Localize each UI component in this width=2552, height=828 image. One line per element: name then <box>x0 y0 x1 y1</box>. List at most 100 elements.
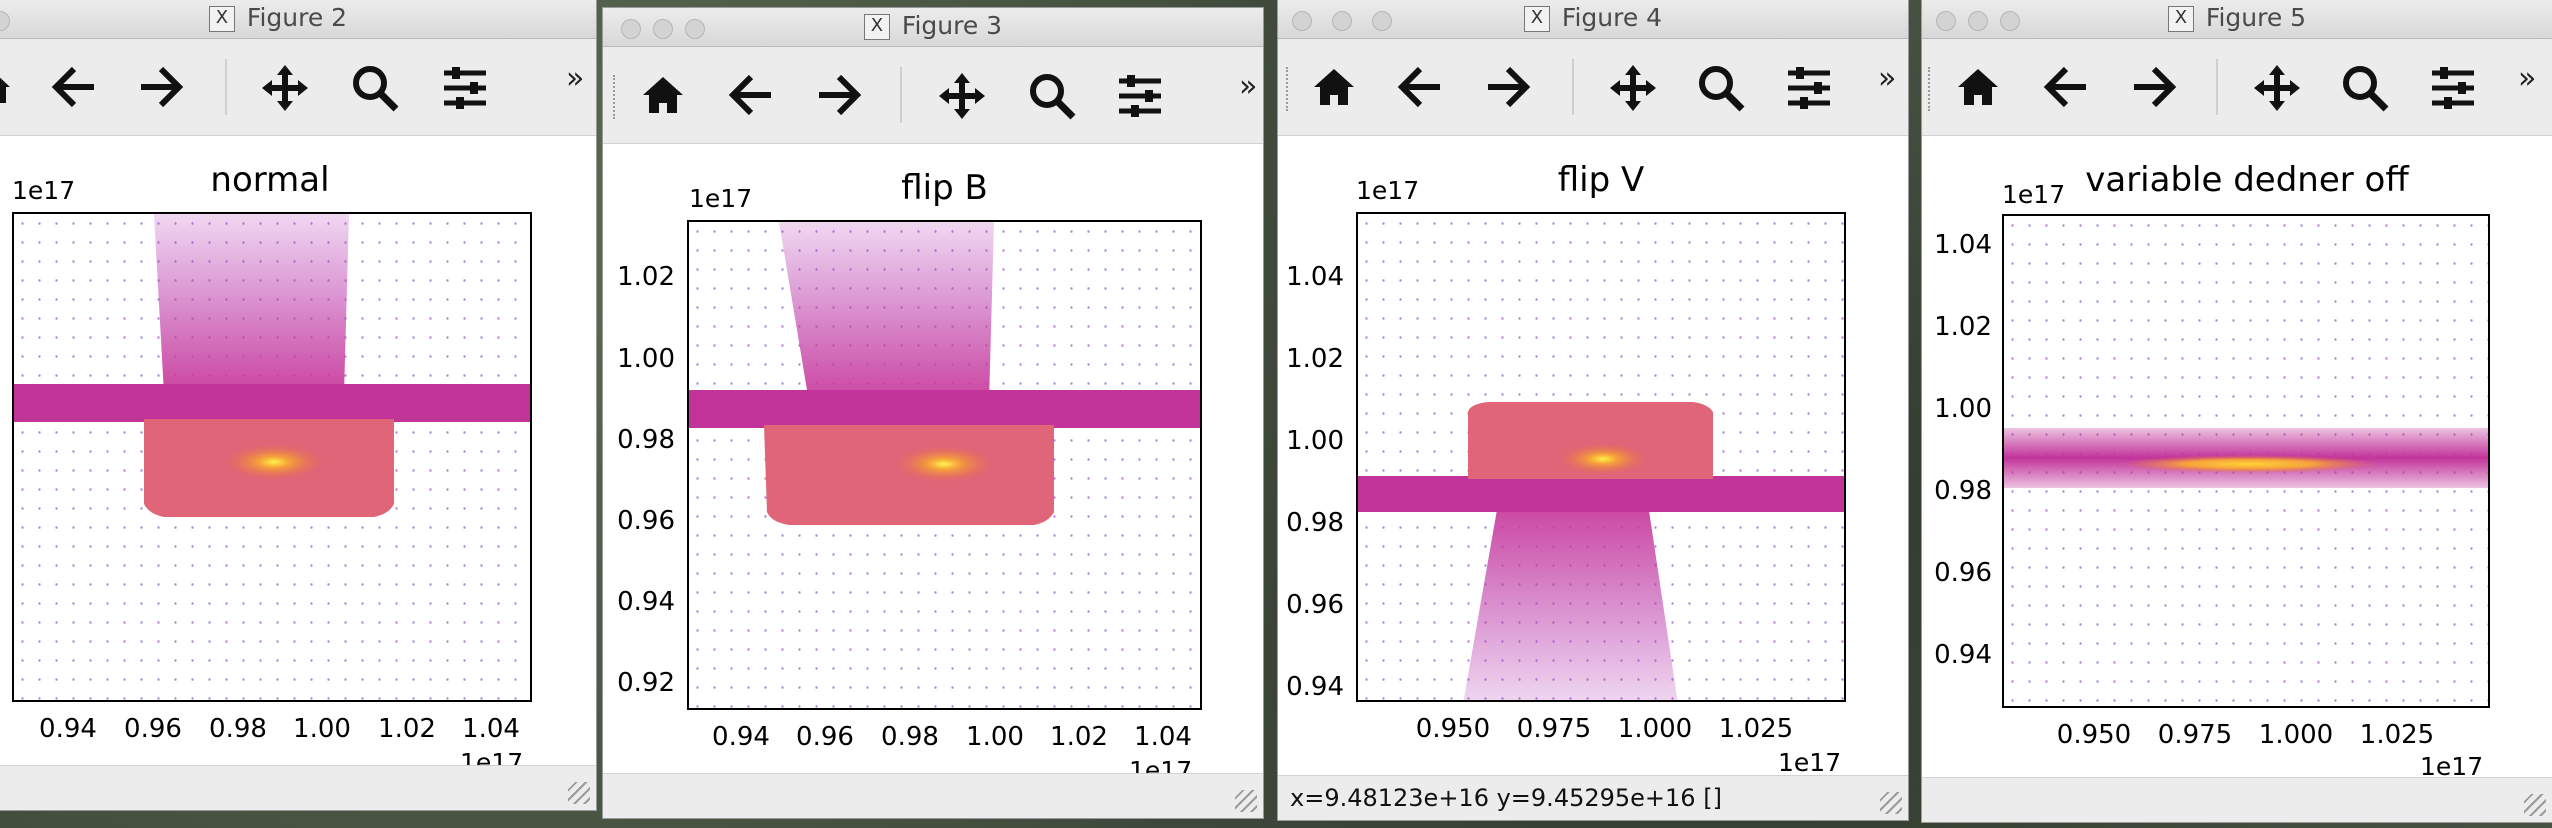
resize-grip-icon[interactable] <box>2524 794 2546 816</box>
plot-area[interactable]: normal 1e17 0.94 0.96 0.98 1.00 1.02 1.0… <box>0 136 596 777</box>
zoom-button[interactable] <box>350 39 400 135</box>
toolbar-separator <box>225 59 227 115</box>
figure-window-2[interactable]: X Figure 2 » normal 1e17 0.94 <box>0 0 596 810</box>
plot-title: flip V <box>1557 160 1645 200</box>
plot-area[interactable]: flip V 1e17 1.04 1.02 1.00 0.98 0.96 0.9… <box>1278 136 1908 777</box>
configure-icon <box>1788 67 1830 109</box>
zoom-button[interactable] <box>2340 39 2390 135</box>
toolbar: » <box>1278 39 1908 136</box>
x-tick-label: 1.02 <box>1050 722 1108 752</box>
x11-icon: X <box>2167 6 2194 32</box>
zoom-window-button[interactable] <box>685 19 705 39</box>
figure-window-4[interactable]: X Figure 4 » flip V 1e17 1 <box>1278 0 1908 820</box>
toolbar: » <box>603 47 1263 144</box>
window-title: X Figure 4 <box>1278 3 1908 32</box>
pan-icon <box>939 73 985 119</box>
y-tick-label: 0.96 <box>1286 590 1344 620</box>
x-tick-label: 1.00 <box>966 722 1024 752</box>
x11-icon: X <box>1523 6 1550 32</box>
configure-button[interactable] <box>2428 39 2478 135</box>
toolbar-overflow-button[interactable]: » <box>2518 61 2537 96</box>
y-tick-label: 1.04 <box>1286 262 1344 292</box>
y-tick-label: 1.02 <box>1286 344 1344 374</box>
plot-area[interactable]: flip B 1e17 1.02 1.00 0.98 0.96 0.94 0.9… <box>603 144 1263 785</box>
status-bar <box>0 765 596 810</box>
resize-grip-icon[interactable] <box>568 782 590 804</box>
forward-button[interactable] <box>2128 39 2178 135</box>
configure-icon <box>2432 67 2474 109</box>
toolbar-overflow-button[interactable]: » <box>1878 61 1897 96</box>
toolbar-grip[interactable] <box>1928 67 1936 111</box>
scatter-plot[interactable] <box>1356 212 1846 702</box>
forward-button[interactable] <box>813 47 863 143</box>
toolbar-overflow-button[interactable]: » <box>1239 69 1258 104</box>
close-button[interactable] <box>621 19 641 39</box>
zoom-icon <box>2343 66 2389 112</box>
x-tick-label: 1.000 <box>1617 714 1693 744</box>
back-button[interactable] <box>50 39 100 135</box>
configure-button[interactable] <box>1784 39 1834 135</box>
y-tick-label: 1.02 <box>617 262 675 292</box>
y-axis-exponent: 1e17 <box>689 184 753 213</box>
resize-grip-icon[interactable] <box>1235 790 1257 812</box>
forward-button[interactable] <box>1482 39 1532 135</box>
scatter-plot[interactable] <box>687 220 1202 710</box>
toolbar: » <box>0 39 596 136</box>
back-arrow-icon <box>2043 66 2086 108</box>
pan-button[interactable] <box>937 47 987 143</box>
scatter-density <box>2004 428 2488 488</box>
minimize-button[interactable] <box>1332 11 1352 31</box>
y-axis-exponent: 1e17 <box>12 176 76 205</box>
x-tick-label: 0.96 <box>124 714 182 744</box>
minimize-button[interactable] <box>1968 11 1988 31</box>
toolbar-overflow-button[interactable]: » <box>566 61 585 96</box>
minimize-button[interactable] <box>653 19 673 39</box>
x-tick-label: 1.02 <box>378 714 436 744</box>
resize-grip-icon[interactable] <box>1880 792 1902 814</box>
pan-button[interactable] <box>1608 39 1658 135</box>
back-button[interactable] <box>2042 39 2092 135</box>
plot-title: variable dedner off <box>2085 160 2409 200</box>
figure-window-5[interactable]: X Figure 5 » variable dedner off 1e17 1.0… <box>1922 0 2552 822</box>
scatter-plot[interactable] <box>2002 214 2490 708</box>
home-button[interactable] <box>641 47 685 143</box>
back-arrow-icon <box>1397 66 1440 108</box>
home-button[interactable] <box>1956 39 2000 135</box>
scatter-plot[interactable] <box>12 212 532 702</box>
title-bar[interactable]: X Figure 3 <box>603 8 1263 47</box>
pan-button[interactable] <box>2252 39 2302 135</box>
home-button[interactable] <box>0 39 10 135</box>
zoom-icon <box>1699 66 1745 112</box>
zoom-button[interactable] <box>1027 47 1077 143</box>
plot-title: normal <box>210 160 330 200</box>
toolbar-grip[interactable] <box>1286 67 1294 111</box>
toolbar-separator <box>900 67 902 123</box>
close-button[interactable] <box>1936 11 1956 31</box>
zoom-button[interactable] <box>1696 39 1746 135</box>
title-bar[interactable]: X Figure 5 <box>1922 0 2552 39</box>
toolbar-separator <box>1572 59 1574 115</box>
home-icon <box>643 77 683 113</box>
home-button[interactable] <box>1312 39 1356 135</box>
back-button[interactable] <box>1396 39 1446 135</box>
configure-button[interactable] <box>1115 47 1165 143</box>
close-button[interactable] <box>1292 11 1312 31</box>
plot-area[interactable]: variable dedner off 1e17 1.04 1.02 1.00 … <box>1922 136 2552 781</box>
home-icon <box>1958 69 1998 105</box>
x-tick-label: 1.04 <box>462 714 520 744</box>
x-tick-label: 0.96 <box>796 722 854 752</box>
x-tick-label: 0.94 <box>39 714 97 744</box>
pan-button[interactable] <box>260 39 310 135</box>
title-bar[interactable]: X Figure 2 <box>0 0 596 39</box>
x-tick-label: 0.975 <box>1516 714 1592 744</box>
back-button[interactable] <box>727 47 777 143</box>
forward-button[interactable] <box>135 39 185 135</box>
zoom-window-button[interactable] <box>2000 11 2020 31</box>
toolbar-grip[interactable] <box>613 75 621 119</box>
configure-button[interactable] <box>440 39 490 135</box>
y-tick-label: 0.96 <box>617 506 675 536</box>
figure-window-3[interactable]: X Figure 3 » flip B 1e17 1 <box>603 8 1263 818</box>
zoom-window-button[interactable] <box>1372 11 1392 31</box>
x-axis-exponent: 1e17 <box>1778 748 1842 777</box>
title-bar[interactable]: X Figure 4 <box>1278 0 1908 39</box>
